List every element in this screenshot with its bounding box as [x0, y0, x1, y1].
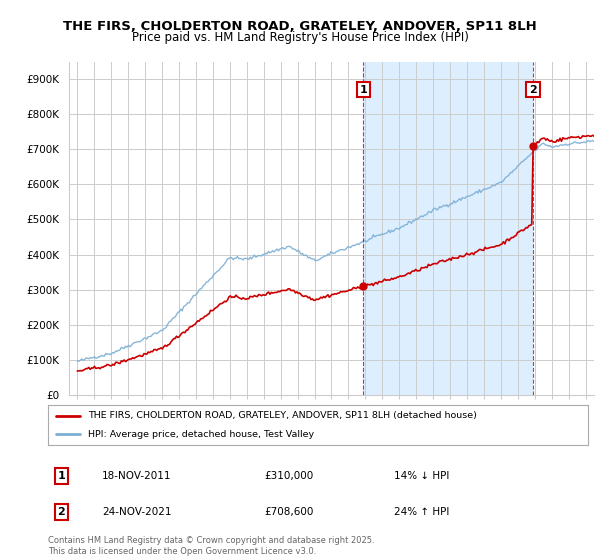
Text: THE FIRS, CHOLDERTON ROAD, GRATELEY, ANDOVER, SP11 8LH (detached house): THE FIRS, CHOLDERTON ROAD, GRATELEY, AND… [89, 411, 478, 420]
Text: HPI: Average price, detached house, Test Valley: HPI: Average price, detached house, Test… [89, 430, 314, 439]
Text: 2: 2 [58, 507, 65, 517]
Text: £310,000: £310,000 [264, 471, 313, 481]
Text: 1: 1 [58, 471, 65, 481]
Text: Contains HM Land Registry data © Crown copyright and database right 2025.
This d: Contains HM Land Registry data © Crown c… [48, 536, 374, 556]
Text: 2: 2 [529, 85, 537, 95]
Text: 1: 1 [359, 85, 367, 95]
Text: Price paid vs. HM Land Registry's House Price Index (HPI): Price paid vs. HM Land Registry's House … [131, 31, 469, 44]
Text: £708,600: £708,600 [264, 507, 313, 517]
Text: 18-NOV-2011: 18-NOV-2011 [102, 471, 172, 481]
Text: 14% ↓ HPI: 14% ↓ HPI [394, 471, 449, 481]
Text: 24% ↑ HPI: 24% ↑ HPI [394, 507, 449, 517]
Bar [364, 62, 533, 395]
Text: THE FIRS, CHOLDERTON ROAD, GRATELEY, ANDOVER, SP11 8LH: THE FIRS, CHOLDERTON ROAD, GRATELEY, AND… [63, 20, 537, 32]
Text: 24-NOV-2021: 24-NOV-2021 [102, 507, 172, 517]
